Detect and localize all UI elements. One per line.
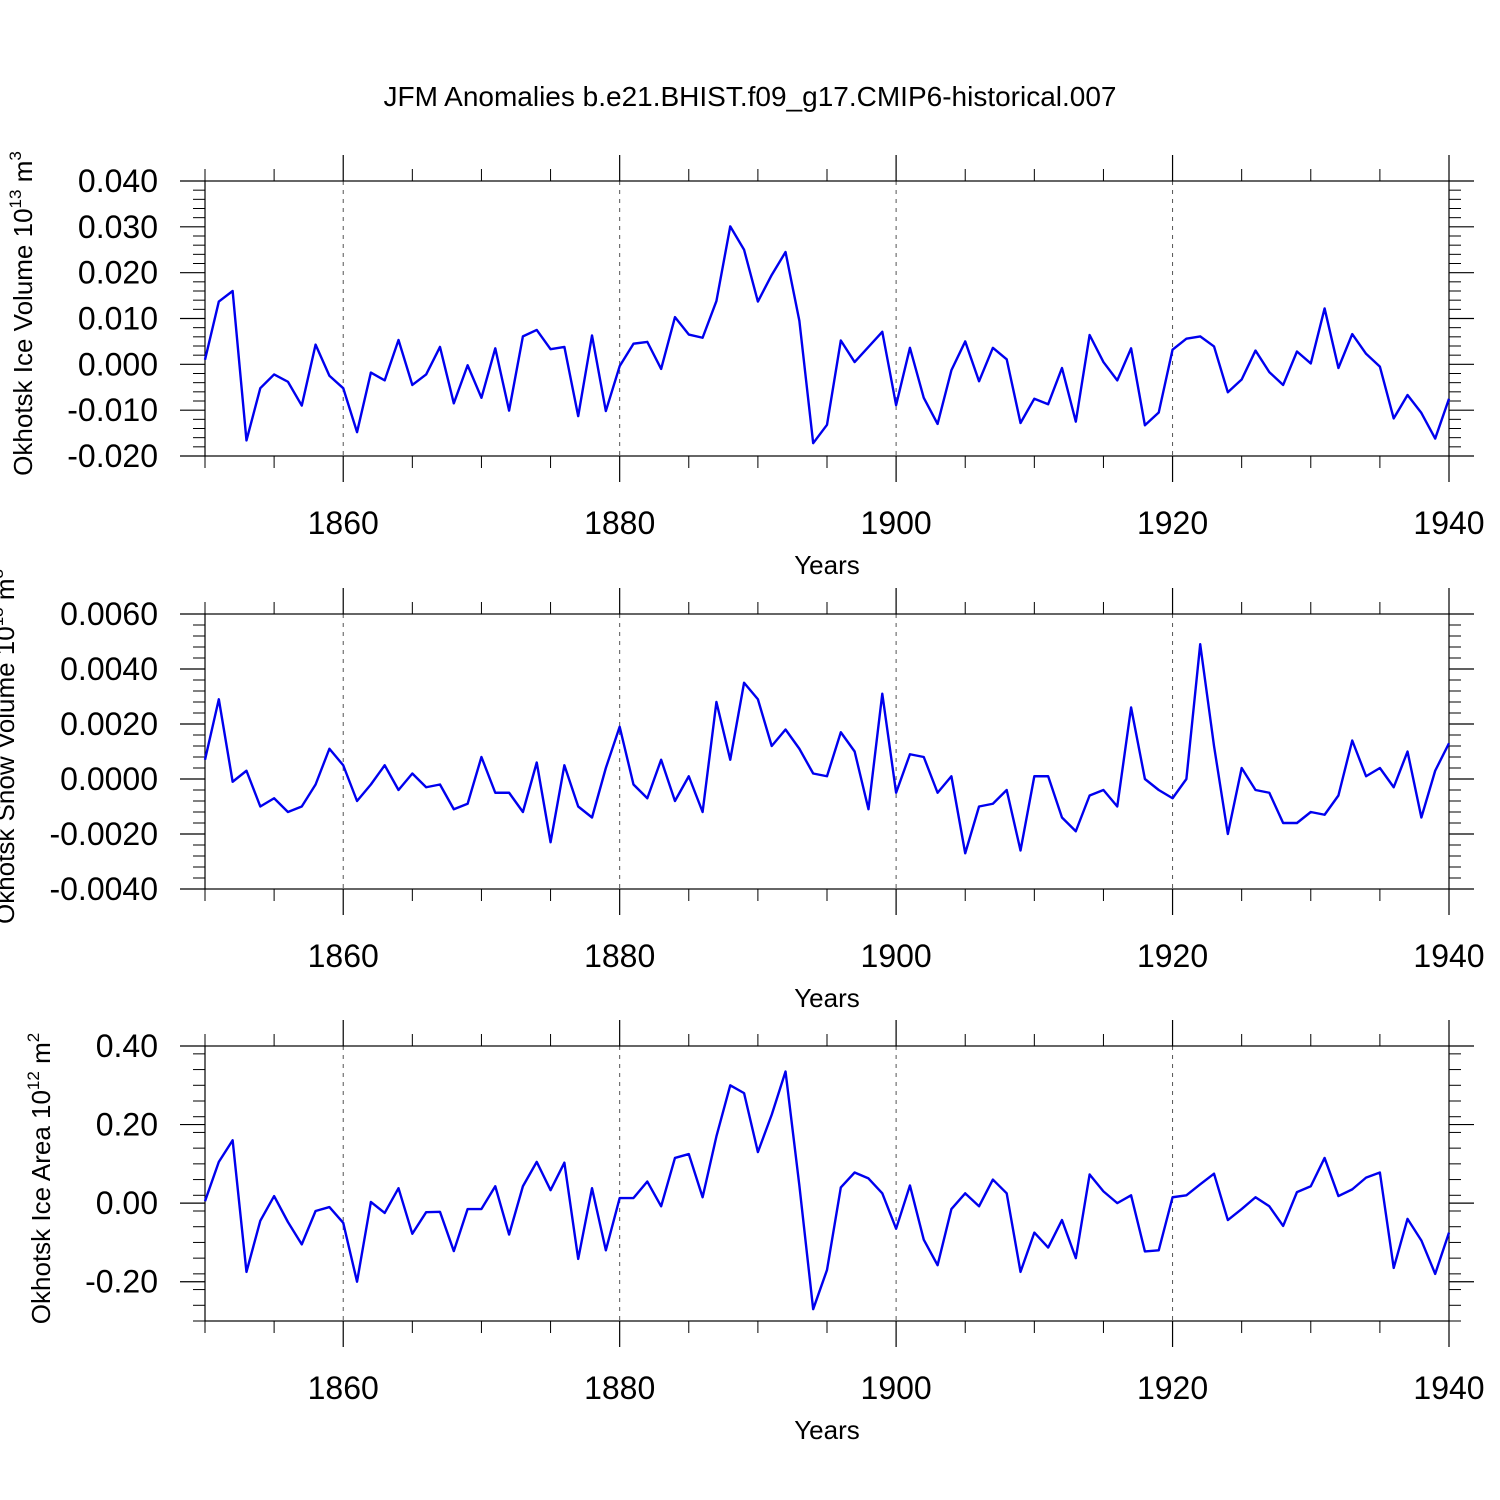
y-tick-label: 0.20 [96,1107,158,1143]
x-axis-label: Years [794,1415,860,1445]
x-axis-label: Years [794,983,860,1013]
x-tick-label: 1940 [1413,1370,1484,1406]
chart-panel-3: -0.20 0.00 0.20 0.40 1860 1880 1900 1920 1940 Yea… [24,1020,1485,1445]
y-axis-label: Okhotsk Ice Area 1012 m2 [24,1033,56,1324]
x-tick-label: 1920 [1137,938,1208,974]
x-tick-label: 1880 [584,938,655,974]
y-tick-label: 0.030 [78,209,158,245]
y-axis-label-ylabel-unit: m [8,161,38,190]
y-axis-label-ylabel: Okhotsk Snow Volume 10 [0,626,20,924]
y-axis-label-ylabel-unit-exponent: 3 [0,569,7,578]
x-tick-label: 1940 [1413,938,1484,974]
x-tick-label: 1920 [1137,505,1208,541]
y-tick-label: 0.00 [96,1185,158,1221]
y-tick-label: 0.40 [96,1028,158,1064]
y-tick-label: -0.0040 [49,871,158,907]
y-axis-label-ylabel-unit: m [0,578,20,607]
chart-panel-2: -0.0040 -0.0020 0.0000 0.0020 0.0040 0.0060 18… [0,569,1485,1013]
y-axis-label-ylabel: Okhotsk Ice Volume 10 [8,208,38,475]
y-tick-label: 0.010 [78,301,158,337]
y-tick-label: 0.020 [78,255,158,291]
x-tick-label: 1860 [308,505,379,541]
plot-frame [204,1045,1450,1322]
y-axis-label-ylabel-exponent: 12 [24,1071,43,1090]
y-axis-label: Okhotsk Ice Volume 1013 m3 [6,151,38,476]
y-axis-label-ylabel: Okhotsk Ice Area 10 [26,1090,56,1324]
x-tick-label: 1940 [1413,505,1484,541]
y-axis-label-ylabel-unit-exponent: 2 [24,1033,43,1042]
series-line [203,1070,1451,1311]
y-tick-label: -0.020 [67,438,158,474]
x-tick-label: 1880 [584,1370,655,1406]
x-tick-label: 1900 [861,1370,932,1406]
x-tick-label: 1860 [308,938,379,974]
x-tick-label: 1860 [308,1370,379,1406]
x-axis-label: Years [794,550,860,580]
y-tick-label: -0.0020 [49,816,158,852]
x-tick-label: 1880 [584,505,655,541]
y-axis-label: Okhotsk Snow Volume 1013 m3 [0,569,20,924]
panels: -0.020 -0.010 0.000 0.010 0.020 0.030 0.040 186… [0,151,1485,1445]
y-tick-label: 0.0040 [60,651,158,687]
y-tick-label: 0.000 [78,346,158,382]
y-axis-label-ylabel-unit-exponent: 3 [6,151,25,160]
y-axis-label-ylabel-exponent: 13 [0,607,7,626]
y-tick-label: -0.010 [67,392,158,428]
y-tick-label: 0.040 [78,163,158,199]
x-tick-label: 1900 [861,938,932,974]
plot-frame [204,613,1450,890]
chart-panel-1: -0.020 -0.010 0.000 0.010 0.020 0.030 0.040 186… [6,151,1485,580]
y-tick-label: -0.20 [85,1264,158,1300]
x-tick-label: 1920 [1137,1370,1208,1406]
figure-title: JFM Anomalies b.e21.BHIST.f09_g17.CMIP6-… [383,81,1116,112]
y-axis-label-ylabel-exponent: 13 [6,190,25,209]
plot-frame [204,180,1450,457]
y-tick-label: 0.0020 [60,706,158,742]
y-tick-label: 0.0060 [60,596,158,632]
y-axis-label-ylabel-unit: m [26,1042,56,1071]
series-line [203,643,1451,855]
series-line [203,225,1451,445]
y-tick-label: 0.0000 [60,761,158,797]
x-tick-label: 1900 [861,505,932,541]
